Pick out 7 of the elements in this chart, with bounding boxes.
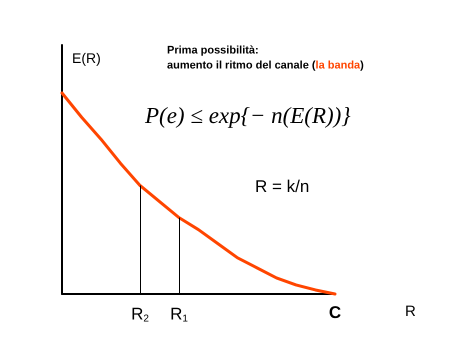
annotation: P(e) ≤ exp{− n(E(R))} <box>144 103 351 128</box>
chart-subtitle: aumento il ritmo del canale (la banda) <box>167 60 364 72</box>
x-tick-label: C <box>328 303 342 322</box>
annotation: R = k/n <box>255 177 310 196</box>
y-axis-title: E(R) <box>72 50 101 66</box>
chart-title: Prima possibilità: <box>167 44 259 56</box>
x-axis-title: R <box>405 303 416 320</box>
